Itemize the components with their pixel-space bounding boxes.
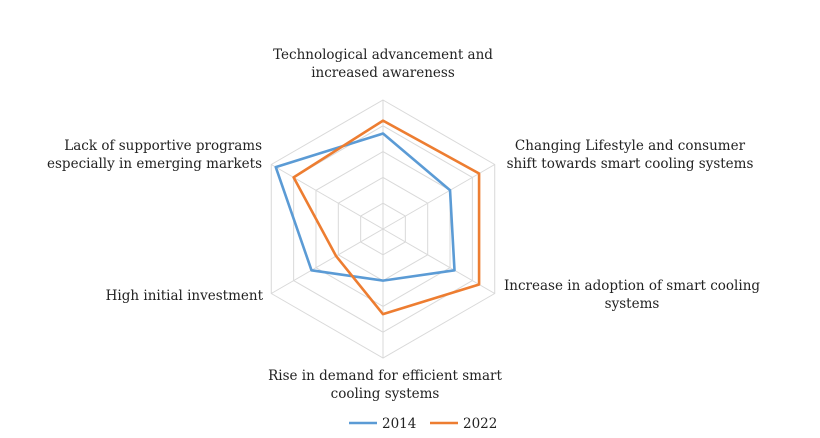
legend-label-2022: 2022 — [463, 416, 497, 432]
legend: 2014 2022 — [349, 416, 497, 432]
axis-label-4: High initial investment — [106, 288, 264, 304]
axis-label-5-line-1: especially in emerging markets — [47, 156, 262, 172]
axis-label-3-line-1: cooling systems — [331, 386, 440, 402]
axis-label-0: Technological advancement and increased a… — [273, 47, 493, 81]
axis-label-2-line-0: Increase in adoption of smart cooling — [504, 278, 760, 294]
axis-label-3-line-0: Rise in demand for efficient smart — [268, 368, 502, 384]
axis-label-3: Rise in demand for efficient smart coolin… — [268, 368, 502, 402]
grid-spoke-2 — [382, 228, 495, 294]
axis-label-0-line-0: Technological advancement and — [273, 47, 493, 63]
axis-label-0-line-1: increased awareness — [311, 65, 455, 81]
radar-series — [274, 119, 481, 316]
axis-label-5: Lack of supportive programs especially in… — [47, 138, 262, 172]
legend-label-2014: 2014 — [382, 416, 416, 432]
axis-label-2: Increase in adoption of smart cooling sys… — [504, 278, 760, 312]
grid-spoke-1 — [382, 164, 495, 230]
grid-spoke-5 — [271, 164, 384, 230]
axis-label-5-line-0: Lack of supportive programs — [64, 138, 262, 154]
axis-label-1-line-0: Changing Lifestyle and consumer — [515, 138, 746, 154]
series-line-2014 — [274, 132, 456, 282]
axis-labels: Technological advancement and increased a… — [47, 47, 760, 402]
radar-grid — [270, 99, 496, 359]
axis-label-2-line-1: systems — [605, 296, 660, 312]
axis-label-1: Changing Lifestyle and consumer shift tow… — [507, 138, 754, 172]
series-line-2022 — [292, 119, 481, 316]
axis-label-1-line-1: shift towards smart cooling systems — [507, 156, 754, 172]
axis-label-4-line-0: High initial investment — [106, 288, 264, 304]
grid-spoke-4 — [271, 228, 384, 294]
